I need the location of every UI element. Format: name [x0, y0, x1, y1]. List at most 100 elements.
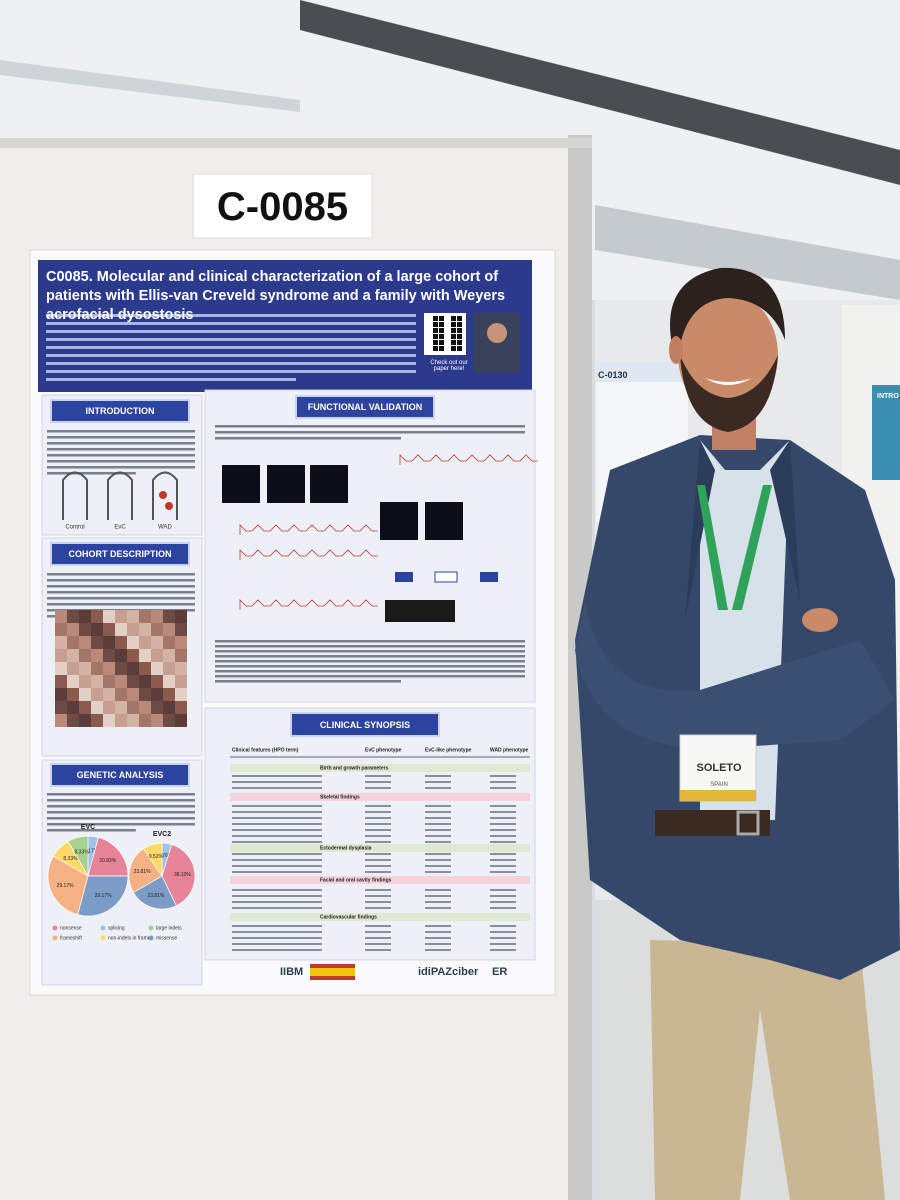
protein-dot	[165, 502, 173, 510]
author-text-line	[46, 378, 296, 381]
qr-cell	[451, 334, 456, 339]
table-text	[490, 949, 516, 951]
table-text	[365, 895, 391, 897]
poster-text-line	[47, 454, 195, 457]
cohort-photo-block	[175, 714, 187, 727]
table-group-band	[230, 793, 530, 801]
table-text	[490, 817, 516, 819]
poster-text-line	[47, 466, 195, 469]
poster-text-line	[47, 460, 195, 463]
cohort-photo-block	[151, 714, 163, 727]
lanyard	[697, 485, 772, 610]
author-text-line	[46, 370, 416, 373]
table-text	[490, 835, 516, 837]
qr-cell	[457, 346, 462, 351]
hand	[802, 608, 838, 632]
qr-cell	[451, 346, 456, 351]
badge-name: SOLETO	[696, 762, 742, 774]
chromatogram	[239, 599, 378, 610]
pie-label: EVC2	[153, 831, 171, 838]
table-group-band	[230, 876, 530, 884]
cohort-photo-block	[163, 675, 175, 688]
table-text	[365, 823, 391, 825]
section-header: GENETIC ANALYSIS	[50, 763, 190, 787]
table-text	[365, 775, 391, 777]
cohort-photo-block	[139, 688, 151, 701]
cohort-photo-block	[79, 688, 91, 701]
table-text	[425, 931, 451, 933]
cohort-photo-block	[151, 636, 163, 649]
cohort-photo-block	[115, 701, 127, 714]
cohort-photo-block	[163, 649, 175, 662]
table-group-label: Birth and growth parameters	[320, 765, 389, 771]
microscopy-image	[222, 465, 260, 503]
table-text	[425, 901, 451, 903]
poster-text-line	[47, 442, 195, 445]
table-text	[425, 835, 451, 837]
table-group-label: Skeletal findings	[320, 794, 360, 800]
legend-swatch	[52, 935, 58, 941]
table-text	[365, 943, 391, 945]
logo: ciber	[452, 966, 479, 978]
cohort-photo-block	[79, 675, 91, 688]
cohort-photo-block	[175, 701, 187, 714]
cohort-photo-block	[103, 688, 115, 701]
poster-text-line	[47, 573, 195, 576]
cohort-photo-block	[79, 623, 91, 636]
qr-cell	[433, 334, 438, 339]
microscopy-image	[310, 465, 348, 503]
legend-swatch	[52, 925, 58, 931]
cohort-photo-block	[163, 623, 175, 636]
cohort-photo-block	[127, 688, 139, 701]
table-text	[232, 775, 322, 777]
pie-slice	[142, 842, 163, 878]
cohort-photo-block	[115, 675, 127, 688]
cohort-photo-block	[55, 701, 67, 714]
neighbor-poster-code: C-0130	[598, 370, 628, 380]
cohort-photo-block	[139, 636, 151, 649]
pie-slice	[47, 855, 89, 916]
cohort-photo-block	[103, 610, 115, 623]
cohort-photo-block	[67, 662, 79, 675]
ceiling-panel	[595, 205, 900, 300]
cohort-photo-block	[115, 714, 127, 727]
legend-swatch	[148, 925, 154, 931]
qr-cell	[433, 322, 438, 327]
qr-cell	[439, 346, 444, 351]
cohort-photo-block	[127, 623, 139, 636]
qr-cell	[433, 328, 438, 333]
cohort-photo-block	[91, 688, 103, 701]
cohort-photo-block	[175, 636, 187, 649]
pie-slice	[87, 836, 129, 877]
cohort-photo-block	[151, 688, 163, 701]
qr-cell	[439, 322, 444, 327]
section-header: COHORT DESCRIPTION	[50, 542, 190, 566]
legend-label: large indels	[156, 925, 182, 931]
qr-cell	[457, 316, 462, 321]
face	[678, 293, 778, 417]
poster-text-line	[215, 425, 525, 428]
table-text	[490, 781, 516, 783]
legend-label: non-indels in frame	[108, 935, 151, 941]
cohort-photo-block	[79, 662, 91, 675]
qr-cell	[439, 328, 444, 333]
logo: ER	[492, 966, 507, 978]
cohort-photo-block	[163, 662, 175, 675]
qr-cell	[439, 340, 444, 345]
qr-cell	[439, 334, 444, 339]
logo-flag-band	[310, 968, 355, 976]
cohort-photo-block	[91, 675, 103, 688]
table-text	[232, 907, 322, 909]
cohort-photo-block	[127, 662, 139, 675]
cohort-photo-block	[163, 636, 175, 649]
pie-value-label: 29.17%	[57, 883, 75, 889]
cohort-photo-block	[127, 675, 139, 688]
cohort-photo-block	[91, 636, 103, 649]
table-text	[365, 949, 391, 951]
pie-label: EVC	[81, 824, 95, 831]
cohort-photo-block	[67, 623, 79, 636]
table-text	[232, 829, 322, 831]
author-text-line	[46, 354, 416, 357]
table-text	[365, 859, 391, 861]
